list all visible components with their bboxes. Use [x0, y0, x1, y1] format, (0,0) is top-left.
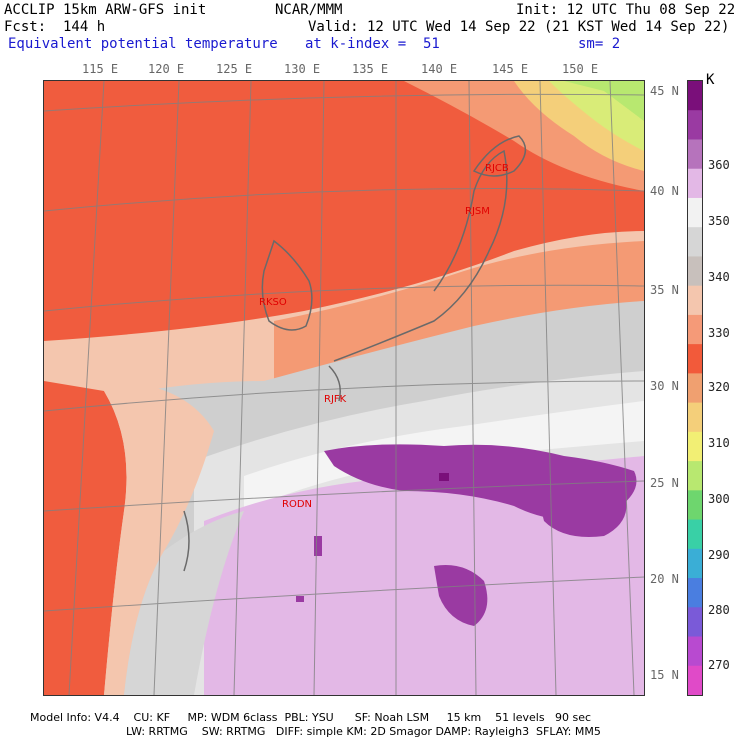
colorbar-label: 360 — [708, 158, 730, 172]
colorbar-swatch — [688, 197, 702, 228]
colorbar-swatch — [688, 461, 702, 491]
lon-tick: 130 E — [284, 62, 321, 76]
lon-tick: 115 E — [82, 62, 119, 76]
valid-time: Valid: 12 UTC Wed 14 Sep 22 (21 KST Wed … — [308, 19, 730, 35]
lon-tick: 135 E — [352, 62, 389, 76]
station-label: RJCB — [485, 163, 509, 174]
level-label: at k-index = 51 — [305, 36, 440, 52]
lat-tick: 30 N — [650, 379, 679, 393]
colorbar-swatches — [688, 81, 702, 696]
station-label: RODN — [282, 499, 312, 510]
colorbar-label: 270 — [708, 658, 730, 672]
lat-tick: 15 N — [650, 668, 679, 682]
colorbar-unit: K — [706, 72, 715, 88]
colorbar-swatch — [688, 314, 702, 345]
map-panel[interactable] — [43, 80, 645, 696]
forecast-hour: Fcst: 144 h — [4, 19, 106, 35]
lon-tick: 125 E — [216, 62, 253, 76]
colorbar-swatch — [688, 139, 702, 170]
model-title: ACCLIP 15km ARW-GFS init — [4, 2, 207, 18]
smoothing-label: sm= 2 — [578, 36, 621, 52]
lat-tick: 25 N — [650, 476, 679, 490]
colorbar-swatch — [688, 285, 702, 316]
colorbar-swatch — [688, 373, 702, 404]
colorbar-swatch — [688, 548, 702, 579]
field-name: Equivalent potential temperature — [8, 36, 278, 52]
colorbar-label: 350 — [708, 214, 730, 228]
colorbar-swatch — [688, 344, 702, 374]
colorbar-swatch — [688, 431, 702, 462]
colorbar-label: 330 — [708, 326, 730, 340]
lon-tick: 145 E — [492, 62, 529, 76]
lat-tick: 35 N — [650, 283, 679, 297]
colorbar-label: 280 — [708, 603, 730, 617]
colorbar-label: 310 — [708, 436, 730, 450]
colorbar-swatch — [688, 402, 702, 433]
lat-tick: 40 N — [650, 184, 679, 198]
model-info-line1: Model Info: V4.4 CU: KF MP: WDM 6class P… — [30, 711, 592, 724]
colorbar-label: 320 — [708, 380, 730, 394]
lat-tick: 45 N — [650, 84, 679, 98]
lon-tick: 120 E — [148, 62, 185, 76]
lat-tick: 20 N — [650, 572, 679, 586]
lon-tick: 150 E — [562, 62, 599, 76]
model-info-line2: LW: RRTMG SW: RRTMG DIFF: simple KM: 2D … — [126, 725, 601, 738]
colorbar-swatch — [688, 578, 702, 608]
colorbar-swatch — [688, 519, 702, 550]
colorbar-swatch — [688, 636, 702, 667]
station-label: RJFK — [324, 394, 347, 405]
org-label: NCAR/MMM — [275, 2, 343, 18]
colorbar-label: 290 — [708, 548, 730, 562]
theta-e-field — [44, 81, 644, 695]
colorbar-label: 300 — [708, 492, 730, 506]
colorbar-swatch — [688, 110, 702, 140]
colorbar-swatch — [688, 665, 702, 696]
colorbar-swatch — [688, 607, 702, 638]
colorbar-swatch — [688, 227, 702, 257]
colorbar-swatch — [688, 168, 702, 199]
colorbar-swatch — [688, 490, 702, 521]
colorbar — [687, 80, 703, 696]
colorbar-label: 340 — [708, 270, 730, 284]
station-label: RKSO — [259, 297, 287, 308]
station-label: RJSM — [465, 206, 490, 217]
init-time: Init: 12 UTC Thu 08 Sep 22 — [516, 2, 736, 18]
colorbar-swatch — [688, 256, 702, 287]
colorbar-swatch — [688, 81, 702, 111]
lon-tick: 140 E — [421, 62, 458, 76]
